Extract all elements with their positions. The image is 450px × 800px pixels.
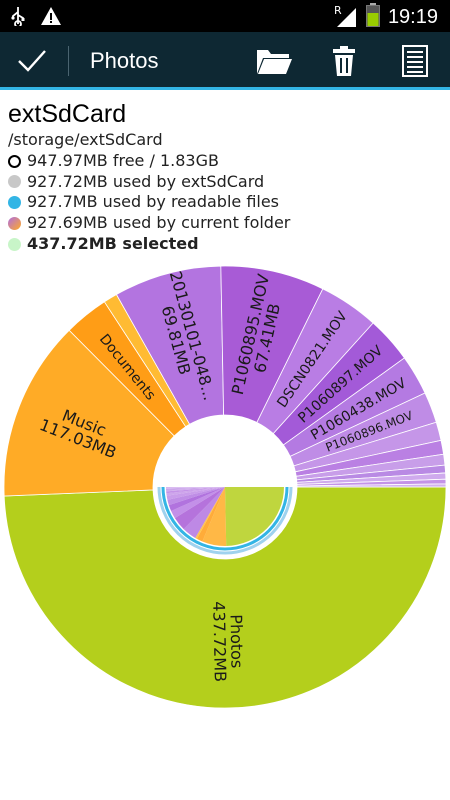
status-bar: R 19:19 <box>0 0 450 32</box>
inner-slice-2 <box>196 487 225 542</box>
used-readable-text: 927.7MB used by readable files <box>27 192 280 212</box>
inner-slice-13 <box>166 487 225 490</box>
used-folder-text: 927.69MB used by current folder <box>27 213 291 233</box>
inner-slice-3 <box>195 487 225 539</box>
inner-slice-10 <box>166 487 225 496</box>
used-device-line: 927.72MB used by extSdCard <box>8 172 290 193</box>
slice-value-label: 437.72MB <box>209 601 230 682</box>
selected-text: 437.72MB selected <box>27 233 199 253</box>
roaming-icon: R <box>333 4 358 28</box>
warning-icon <box>40 6 62 30</box>
selected-dot-icon <box>8 237 21 251</box>
inner-slice-14 <box>166 487 225 489</box>
inner-slice-4 <box>183 487 225 538</box>
list-icon <box>402 45 428 77</box>
inner-slice-12 <box>166 487 225 492</box>
trash-icon <box>333 46 355 76</box>
delete-button[interactable] <box>324 42 364 80</box>
chart-slice-photos[interactable] <box>3 486 447 709</box>
signal-icon <box>336 8 356 27</box>
free-space-line: 947.97MB free / 1.83GB <box>8 151 290 172</box>
device-name: extSdCard <box>8 100 127 128</box>
check-icon <box>18 50 46 72</box>
folder-icon <box>257 50 292 74</box>
chart-center-hole <box>155 417 295 487</box>
inner-slice-11 <box>166 487 225 494</box>
inner-slice-5 <box>174 487 225 530</box>
usb-icon <box>10 6 26 30</box>
clock: 19:19 <box>387 5 438 28</box>
confirm-button[interactable] <box>12 42 52 80</box>
free-dot-icon <box>8 154 21 168</box>
chart-slice-music[interactable] <box>3 329 175 497</box>
roaming-label: R <box>333 4 342 17</box>
inner-slice-8 <box>167 487 225 506</box>
inner-slice-0 <box>225 487 284 546</box>
free-space-text: 947.97MB free / 1.83GB <box>27 150 219 170</box>
battery-icon <box>365 3 380 31</box>
slice-label: Photos <box>227 614 247 668</box>
storage-path: /storage/extSdCard <box>8 130 163 149</box>
used-device-text: 927.72MB used by extSdCard <box>27 171 265 191</box>
action-bar-divider <box>68 46 69 76</box>
inner-slice-7 <box>168 487 225 511</box>
storage-info: extSdCard /storage/extSdCard 947.97MB fr… <box>8 98 290 255</box>
inner-slice-6 <box>171 487 225 519</box>
list-view-button[interactable] <box>395 42 435 80</box>
chart-slice-item-16[interactable] <box>296 483 447 488</box>
inner-slice-1 <box>202 487 227 546</box>
inner-slice-15 <box>166 487 225 489</box>
used-readable-line: 927.7MB used by readable files <box>8 192 290 213</box>
selected-line: 437.72MB selected <box>8 234 290 255</box>
device-dot-icon <box>8 175 21 189</box>
inner-slice-9 <box>166 487 225 500</box>
open-folder-button[interactable] <box>254 42 294 80</box>
action-bar: Photos <box>0 32 450 90</box>
folder-dot-icon <box>8 217 21 231</box>
readable-dot-icon <box>8 196 21 210</box>
page-title: Photos <box>90 48 159 73</box>
used-folder-line: 927.69MB used by current folder <box>8 213 290 234</box>
